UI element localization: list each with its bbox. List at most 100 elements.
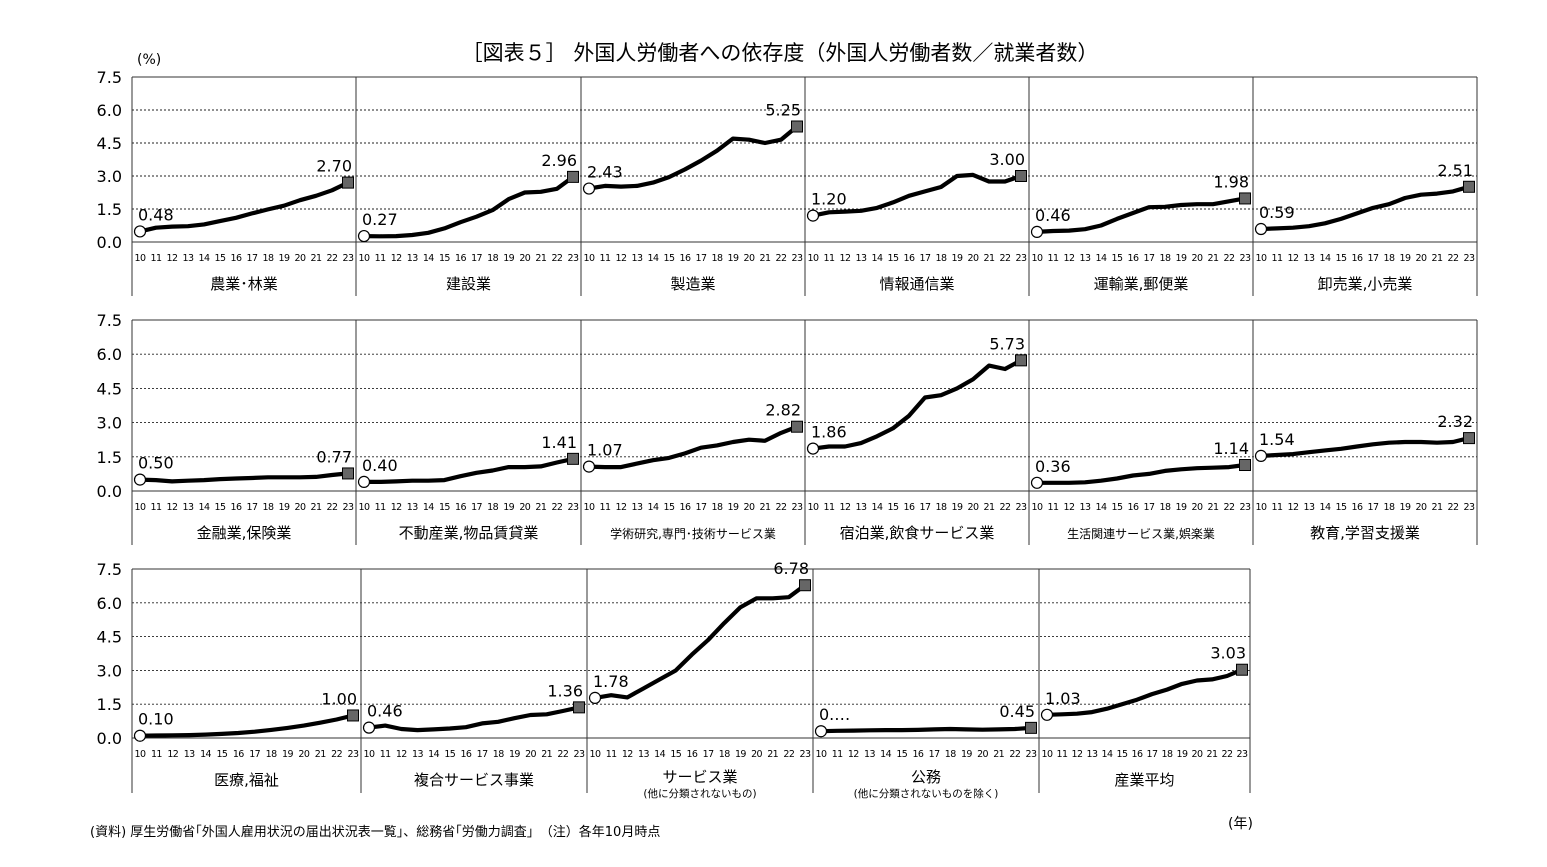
start-value-label: 0.40 <box>362 456 398 475</box>
x-tick-label: 10 <box>135 502 146 513</box>
y-tick-label: 4.5 <box>97 379 122 398</box>
x-tick-label: 17 <box>249 749 260 760</box>
x-tick-label: 23 <box>348 749 359 760</box>
end-value-label: 2.70 <box>316 157 352 176</box>
x-tick-label: 23 <box>568 253 579 264</box>
x-tick-label: 14 <box>1102 749 1113 760</box>
x-tick-label: 13 <box>856 502 867 513</box>
y-tick-label: 1.5 <box>97 200 122 219</box>
x-tick-label: 16 <box>1132 749 1143 760</box>
x-tick-label: 16 <box>460 749 471 760</box>
start-point-marker <box>362 721 376 734</box>
end-point-marker <box>1236 663 1248 676</box>
panel-name: サービス業 <box>662 768 737 786</box>
x-tick-label: 20 <box>751 749 762 760</box>
start-point-marker <box>133 473 147 486</box>
x-tick-label: 20 <box>1192 749 1203 760</box>
x-tick-label: 18 <box>263 253 274 264</box>
start-value-label: 1.03 <box>1045 689 1081 708</box>
panel-name: 宿泊業,飲食サービス業 <box>840 524 995 542</box>
x-tick-label: 13 <box>1304 253 1315 264</box>
start-point-marker <box>1254 449 1268 462</box>
x-tick-label: 17 <box>929 749 940 760</box>
x-tick-label: 12 <box>848 749 859 760</box>
x-tick-label: 12 <box>391 253 402 264</box>
x-tick-label: 14 <box>880 749 891 760</box>
panels-layer: 0.0 1.5 3.0 4.5 6.0 7.5 10 11 12 13 14 15 16 17 18 19 20… <box>97 68 1478 800</box>
x-tick-label: 11 <box>600 253 611 264</box>
x-tick-label: 23 <box>1237 749 1248 760</box>
x-tick-label: 15 <box>444 749 455 760</box>
x-tick-label: 23 <box>1016 253 1027 264</box>
x-tick-label: 19 <box>279 253 290 264</box>
x-tick-label: 10 <box>1256 253 1267 264</box>
y-tick-label: 7.5 <box>97 311 122 330</box>
x-tick-label: 13 <box>864 749 875 760</box>
x-tick-label: 23 <box>343 502 354 513</box>
x-tick-label: 13 <box>407 502 418 513</box>
x-tick-label: 15 <box>664 253 675 264</box>
end-point-marker <box>1463 432 1475 445</box>
x-tick-label: 21 <box>535 253 546 264</box>
start-point-marker <box>582 460 596 473</box>
x-tick-label: 22 <box>551 253 562 264</box>
x-tick-label: 20 <box>519 253 530 264</box>
x-tick-label: 13 <box>632 253 643 264</box>
x-tick-label: 18 <box>1160 502 1171 513</box>
series-line <box>1258 184 1472 232</box>
x-tick-label: 15 <box>215 502 226 513</box>
x-tick-label: 15 <box>888 502 899 513</box>
x-tick-label: 12 <box>1288 502 1299 513</box>
x-tick-label: 12 <box>391 502 402 513</box>
x-tick-label: 11 <box>151 253 162 264</box>
x-tick-label: 16 <box>233 749 244 760</box>
x-tick-label: 21 <box>311 502 322 513</box>
x-tick-label: 14 <box>200 749 211 760</box>
start-point-marker <box>806 442 820 455</box>
x-tick-label: 12 <box>1072 749 1083 760</box>
series-line <box>137 180 351 234</box>
x-tick-label: 18 <box>263 502 274 513</box>
end-value-label: 2.32 <box>1437 412 1473 431</box>
x-tick-label: 14 <box>1320 253 1331 264</box>
x-tick-label: 21 <box>1432 502 1443 513</box>
panel-name: 複合サービス事業 <box>414 771 534 789</box>
x-tick-label: 20 <box>968 502 979 513</box>
x-tick-label: 10 <box>1032 502 1043 513</box>
x-tick-label: 18 <box>712 253 723 264</box>
x-tick-label: 11 <box>151 749 162 760</box>
x-tick-label: 17 <box>1368 502 1379 513</box>
x-tick-label: 16 <box>1128 253 1139 264</box>
x-tick-label: 22 <box>327 253 338 264</box>
series-line <box>810 172 1024 218</box>
end-point-marker <box>573 701 585 714</box>
x-unit-label: (年) <box>1228 816 1253 832</box>
x-tick-label: 21 <box>760 253 771 264</box>
series-line <box>1034 462 1248 485</box>
x-tick-label: 10 <box>135 253 146 264</box>
x-tick-label: 16 <box>1352 253 1363 264</box>
end-point-marker <box>1463 180 1475 193</box>
y-tick-label: 0.0 <box>97 729 122 748</box>
x-tick-label: 17 <box>1144 253 1155 264</box>
panel-name: 製造業 <box>670 275 715 293</box>
x-tick-label: 12 <box>1064 502 1075 513</box>
y-tick-label: 1.5 <box>97 695 122 714</box>
panel-name: 金融業,保険業 <box>197 524 292 542</box>
x-tick-label: 18 <box>266 749 277 760</box>
x-tick-label: 13 <box>638 749 649 760</box>
x-tick-label: 17 <box>920 502 931 513</box>
x-tick-label: 12 <box>616 253 627 264</box>
x-tick-label: 14 <box>199 253 210 264</box>
end-point-marker <box>1015 170 1027 182</box>
x-tick-label: 21 <box>984 253 995 264</box>
x-tick-label: 11 <box>832 749 843 760</box>
x-tick-label: 13 <box>1080 253 1091 264</box>
x-tick-label: 23 <box>792 502 803 513</box>
x-tick-label: 11 <box>824 253 835 264</box>
end-value-label: 6.78 <box>773 559 809 578</box>
y-tick-label: 0.0 <box>97 482 122 501</box>
x-tick-label: 12 <box>167 502 178 513</box>
series-line <box>366 705 582 733</box>
